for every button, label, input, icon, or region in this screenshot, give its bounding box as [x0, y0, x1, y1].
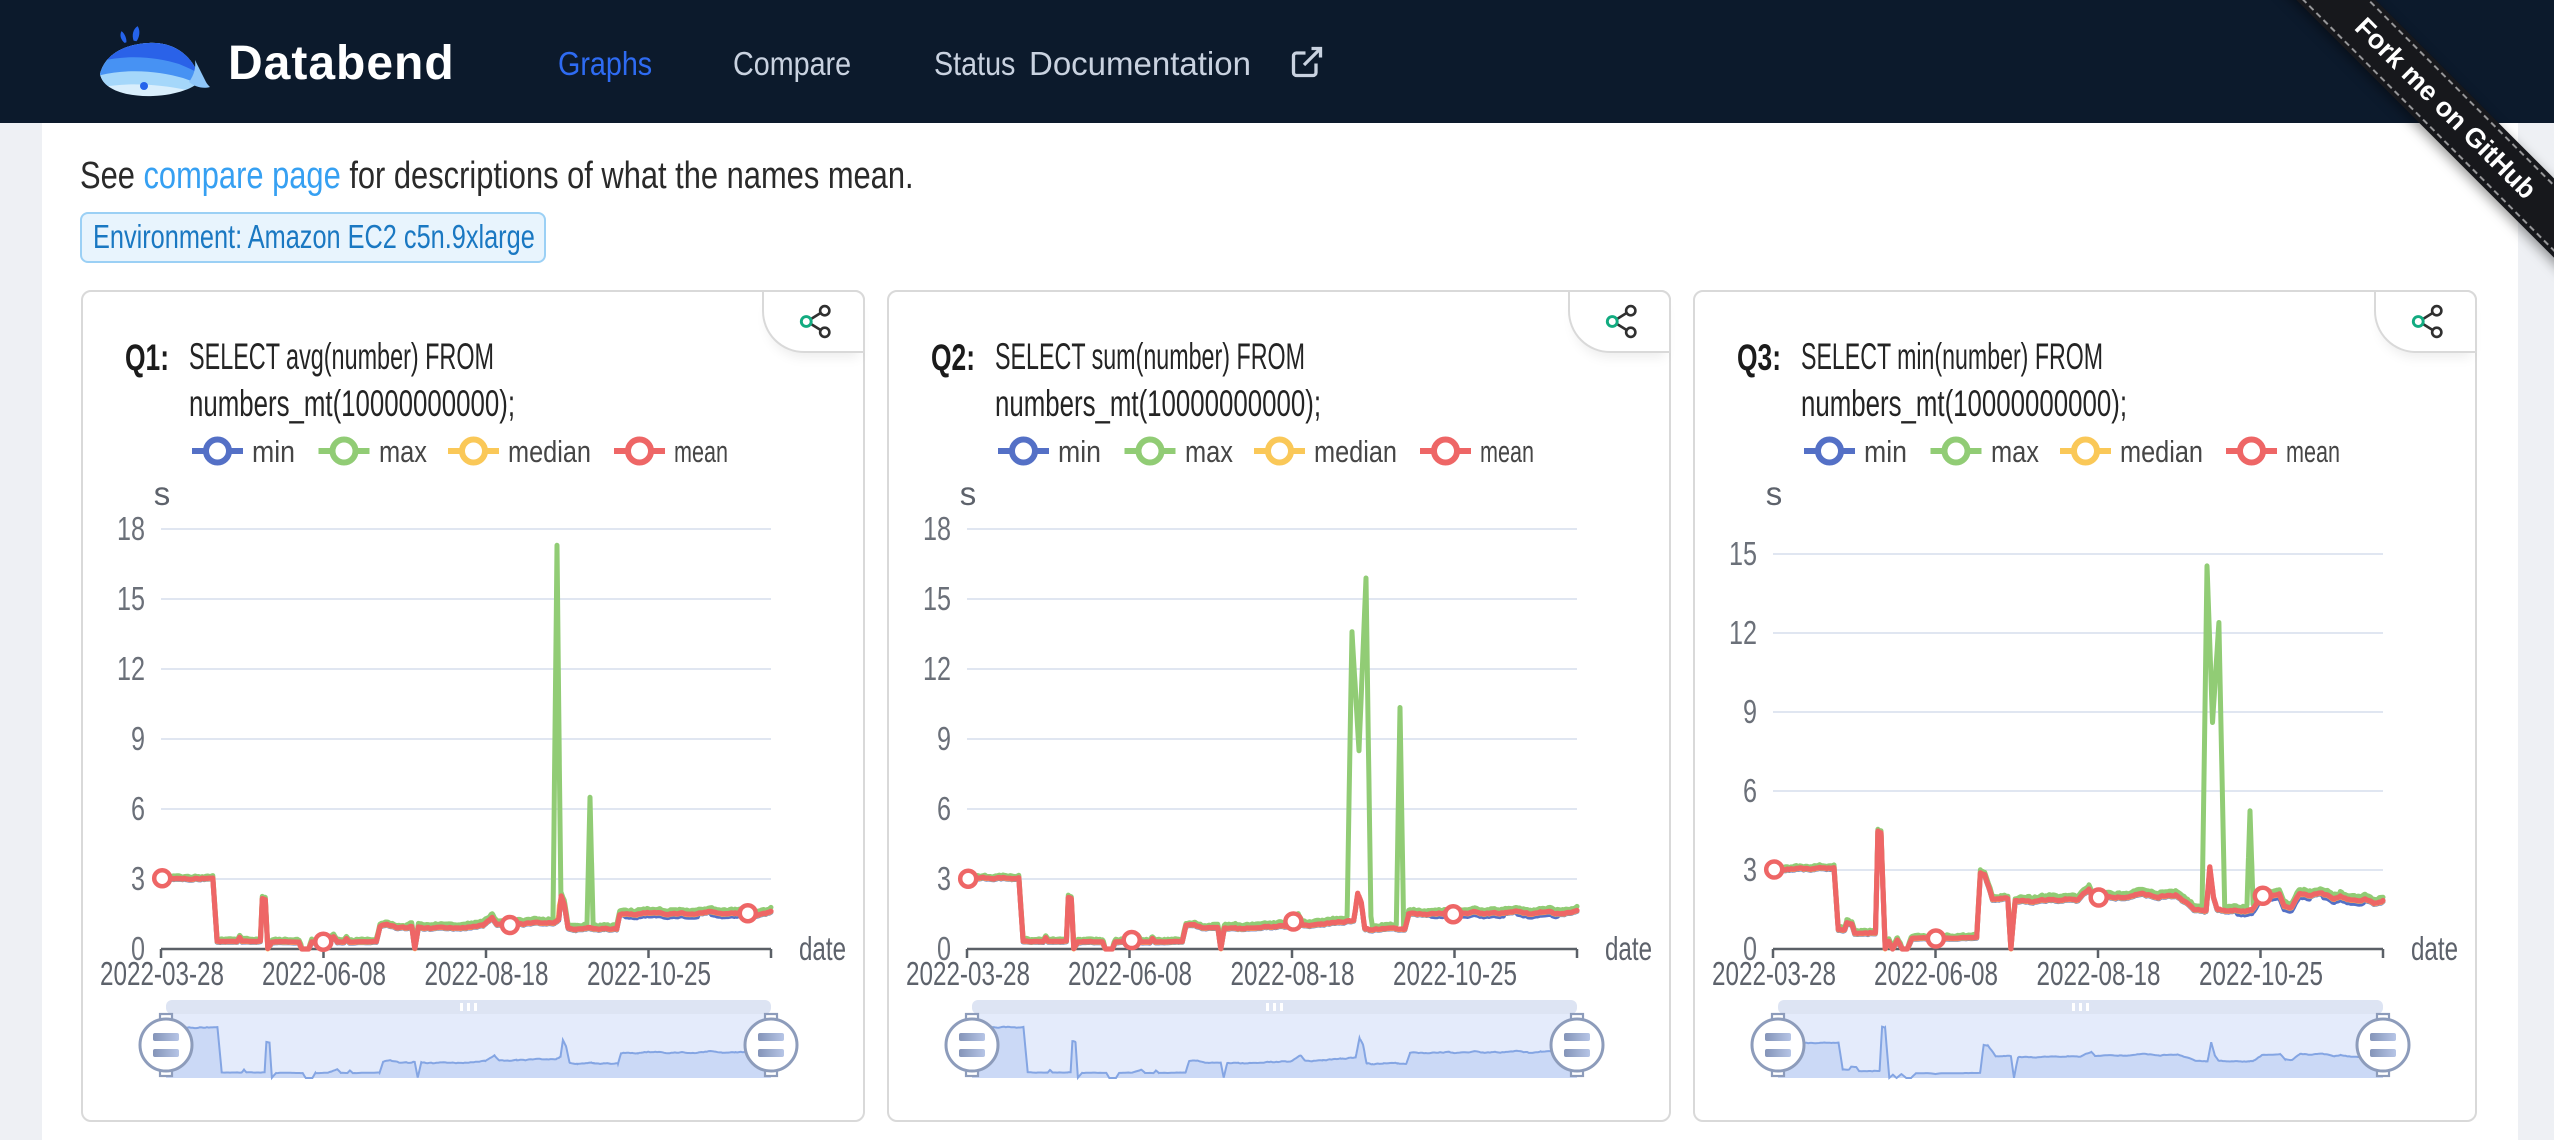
svg-text:6: 6 [937, 790, 951, 827]
svg-text:Q1:: Q1: [125, 337, 169, 378]
svg-text:0: 0 [1743, 930, 1757, 967]
svg-text:s: s [1766, 475, 1783, 512]
svg-text:2022-06-08: 2022-06-08 [262, 955, 386, 992]
svg-text:2022-10-25: 2022-10-25 [1393, 955, 1517, 992]
svg-text:Q3:: Q3: [1737, 337, 1781, 378]
svg-text:numbers_mt(10000000000);: numbers_mt(10000000000); [1801, 383, 2127, 424]
svg-text:date: date [799, 930, 846, 967]
svg-text:mean: mean [674, 434, 728, 469]
svg-text:max: max [1991, 434, 2039, 469]
svg-text:2022-03-28: 2022-03-28 [1712, 955, 1836, 992]
svg-text:6: 6 [1743, 772, 1757, 809]
svg-text:3: 3 [937, 860, 951, 897]
svg-text:date: date [2411, 930, 2458, 967]
svg-text:0: 0 [937, 930, 951, 967]
svg-text:18: 18 [117, 510, 145, 547]
svg-text:mean: mean [2286, 434, 2340, 469]
svg-text:12: 12 [117, 650, 145, 687]
svg-text:2022-10-25: 2022-10-25 [587, 955, 711, 992]
svg-text:numbers_mt(10000000000);: numbers_mt(10000000000); [189, 383, 515, 424]
svg-text:2022-08-18: 2022-08-18 [425, 955, 549, 992]
svg-text:max: max [379, 434, 427, 469]
svg-text:2022-08-18: 2022-08-18 [2037, 955, 2161, 992]
svg-text:15: 15 [923, 580, 951, 617]
svg-text:numbers_mt(10000000000);: numbers_mt(10000000000); [995, 383, 1321, 424]
svg-text:9: 9 [131, 720, 145, 757]
svg-text:15: 15 [1729, 535, 1757, 572]
svg-text:3: 3 [1743, 851, 1757, 888]
svg-text:date: date [1605, 930, 1652, 967]
svg-text:min: min [1864, 434, 1907, 469]
svg-text:s: s [960, 475, 977, 512]
svg-text:SELECT avg(number) FROM: SELECT avg(number) FROM [189, 336, 494, 377]
svg-text:12: 12 [923, 650, 951, 687]
svg-text:max: max [1185, 434, 1233, 469]
svg-text:0: 0 [131, 930, 145, 967]
svg-text:min: min [252, 434, 295, 469]
svg-text:SELECT sum(number) FROM: SELECT sum(number) FROM [995, 336, 1305, 377]
svg-text:9: 9 [937, 720, 951, 757]
svg-text:median: median [508, 434, 591, 469]
svg-text:2022-06-08: 2022-06-08 [1068, 955, 1192, 992]
svg-text:2022-03-28: 2022-03-28 [906, 955, 1030, 992]
svg-text:2022-08-18: 2022-08-18 [1231, 955, 1355, 992]
svg-text:SELECT min(number) FROM: SELECT min(number) FROM [1801, 336, 2103, 377]
svg-text:2022-03-28: 2022-03-28 [100, 955, 224, 992]
svg-text:15: 15 [117, 580, 145, 617]
svg-text:2022-10-25: 2022-10-25 [2199, 955, 2323, 992]
svg-text:median: median [2120, 434, 2203, 469]
svg-text:12: 12 [1729, 614, 1757, 651]
svg-text:min: min [1058, 434, 1101, 469]
svg-text:median: median [1314, 434, 1397, 469]
svg-text:3: 3 [131, 860, 145, 897]
svg-text:6: 6 [131, 790, 145, 827]
svg-text:18: 18 [923, 510, 951, 547]
svg-text:Q2:: Q2: [931, 337, 975, 378]
svg-text:9: 9 [1743, 693, 1757, 730]
svg-text:2022-06-08: 2022-06-08 [1874, 955, 1998, 992]
svg-text:mean: mean [1480, 434, 1534, 469]
svg-text:s: s [154, 475, 171, 512]
